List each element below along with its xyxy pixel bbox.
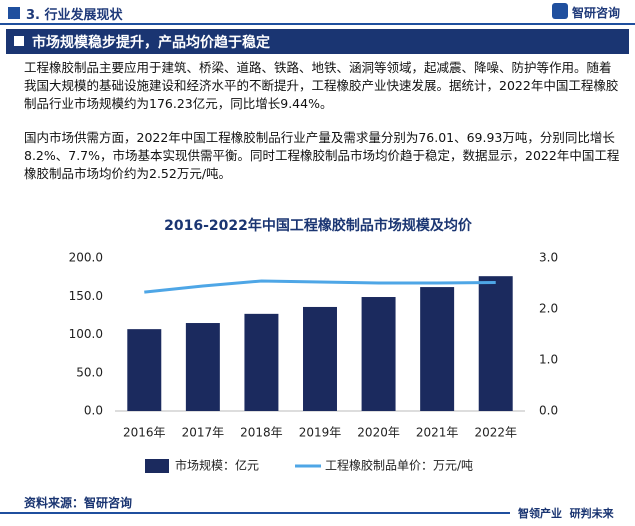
y-tick-label: 0.0 <box>84 404 103 418</box>
y-tick-label: 200.0 <box>69 251 103 265</box>
y2-tick-label: 2.0 <box>539 302 558 316</box>
header-rule <box>0 23 635 25</box>
x-tick-label: 2018年 <box>240 426 283 440</box>
y2-tick-label: 0.0 <box>539 404 558 418</box>
paragraph: 工程橡胶制品主要应用于建筑、桥梁、道路、铁路、地铁、涵洞等领域，起减震、降噪、防… <box>24 60 619 111</box>
footer-rule <box>0 512 510 514</box>
body-text: 工程橡胶制品主要应用于建筑、桥梁、道路、铁路、地铁、涵洞等领域，起减震、降噪、防… <box>24 59 622 183</box>
bar <box>478 276 513 411</box>
bar <box>185 323 220 411</box>
bar <box>303 306 337 411</box>
y-tick-label: 50.0 <box>76 365 103 379</box>
header-icon <box>8 7 20 19</box>
source: 资料来源：智研咨询 <box>24 496 133 510</box>
bar <box>127 329 162 411</box>
legend-label: 工程橡胶制品单价：万元/吨 <box>325 458 473 473</box>
y2-tick-label: 3.0 <box>539 251 558 265</box>
line <box>144 279 496 294</box>
x-tick-label: 2021年 <box>416 426 459 440</box>
legend-label: 市场规模：亿元 <box>175 458 259 473</box>
bar <box>420 287 455 411</box>
y-tick-label: 150.0 <box>69 289 103 303</box>
banner: 市场规模稳步提升，产品均价趋于稳定 <box>6 29 629 54</box>
section-title: 3. 行业发展现状 <box>26 8 123 23</box>
banner-icon <box>14 36 24 46</box>
y2-tick-label: 1.0 <box>539 353 558 367</box>
x-tick-label: 2022年 <box>474 426 517 440</box>
bar <box>244 313 279 411</box>
logo: 智研咨询 <box>572 6 621 20</box>
x-tick-label: 2020年 <box>357 426 400 440</box>
footer: 智领产业 研判未来 <box>518 507 614 520</box>
x-tick-label: 2017年 <box>182 426 225 440</box>
legend-swatch <box>145 459 169 473</box>
logo-icon <box>552 3 568 19</box>
x-tick-label: 2016年 <box>123 426 166 440</box>
banner-title: 市场规模稳步提升，产品均价趋于稳定 <box>32 35 270 51</box>
x-tick-label: 2019年 <box>299 426 342 440</box>
y-tick-label: 100.0 <box>69 327 103 341</box>
chart-title: 2016-2022年中国工程橡胶制品市场规模及均价 <box>164 217 473 234</box>
bar <box>361 297 396 411</box>
paragraph: 国内市场供需方面，2022年中国工程橡胶制品行业产量及需求量分别为76.01、6… <box>24 130 620 181</box>
